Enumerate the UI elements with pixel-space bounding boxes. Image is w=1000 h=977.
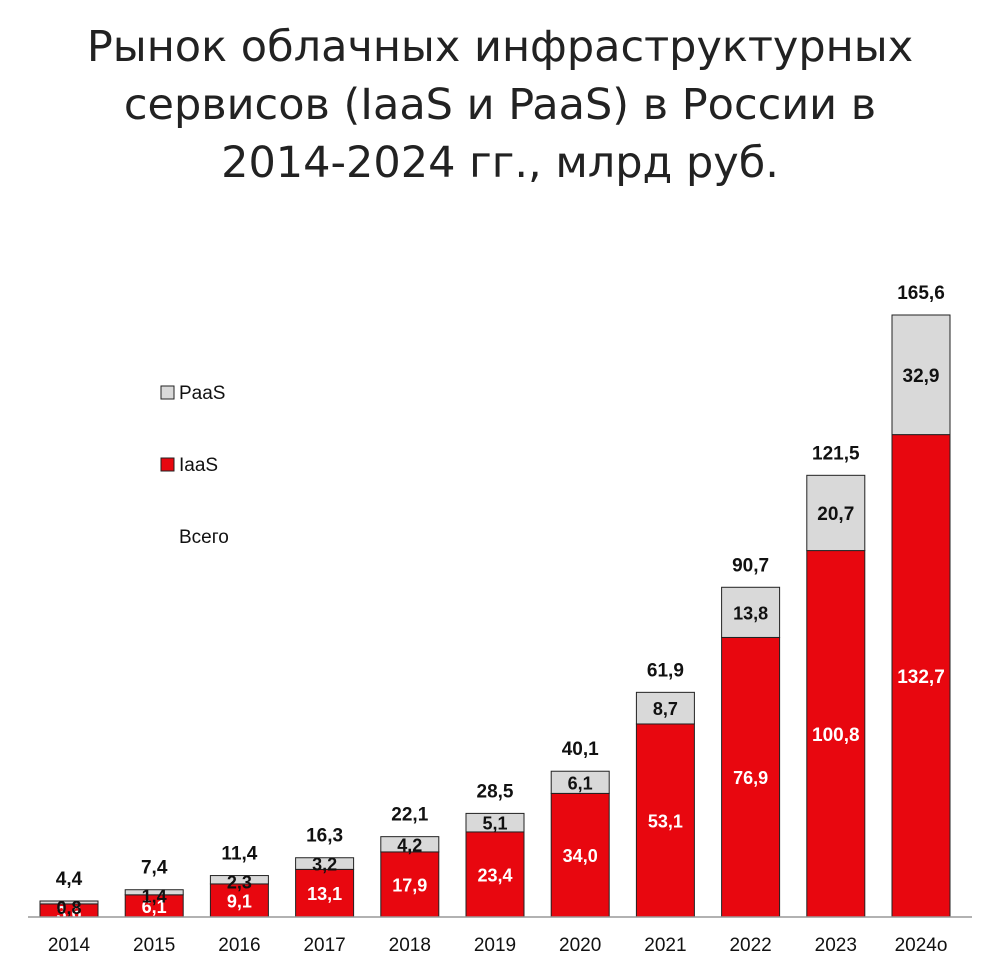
label-iaas-2014: 3,6 bbox=[56, 903, 81, 923]
label-paas-2016: 2,3 bbox=[227, 873, 252, 893]
bar-iaas-2024о bbox=[891, 434, 951, 918]
bar-paas-2019 bbox=[465, 812, 525, 833]
legend-label-total: Всего bbox=[179, 527, 229, 548]
bar-paas-2020 bbox=[550, 770, 610, 794]
bar-paas-2021 bbox=[635, 691, 695, 725]
label-iaas-2022: 76,9 bbox=[733, 768, 768, 788]
chart-title: Рынок облачных инфраструктурных сервисов… bbox=[0, 18, 1000, 192]
label-iaas-2017: 13,1 bbox=[307, 884, 342, 904]
label-iaas-2016: 9,1 bbox=[227, 891, 252, 911]
label-paas-2022: 13,8 bbox=[733, 603, 768, 623]
label-iaas-2018: 17,9 bbox=[392, 875, 427, 895]
tick-label-2016: 2016 bbox=[218, 935, 260, 956]
tick-label-2023: 2023 bbox=[815, 935, 857, 956]
tick-label-2014: 2014 bbox=[48, 935, 91, 956]
bar-iaas-2016 bbox=[209, 883, 269, 918]
bar-iaas-2020 bbox=[550, 792, 610, 918]
tick-label-2015: 2015 bbox=[133, 935, 175, 956]
bar-paas-2015 bbox=[124, 889, 184, 896]
label-paas-2015: 1,4 bbox=[142, 887, 167, 907]
label-paas-2014: 0,8 bbox=[56, 898, 81, 918]
tick-label-2018: 2018 bbox=[389, 935, 431, 956]
tick-label-2021: 2021 bbox=[644, 935, 686, 956]
label-paas-2021: 8,7 bbox=[653, 699, 678, 719]
legend: PaaS IaaS Всего bbox=[160, 383, 229, 548]
label-total-2022: 90,7 bbox=[732, 555, 769, 576]
label-total-2015: 7,4 bbox=[141, 858, 168, 879]
label-paas-2018: 4,2 bbox=[397, 835, 422, 855]
label-total-2017: 16,3 bbox=[306, 826, 343, 847]
label-iaas-2020: 34,0 bbox=[563, 846, 598, 866]
label-total-2014: 4,4 bbox=[56, 869, 83, 890]
label-total-2021: 61,9 bbox=[647, 660, 684, 681]
bar-iaas-2017 bbox=[295, 868, 355, 918]
label-paas-2020: 6,1 bbox=[568, 773, 593, 793]
legend-label-iaas: IaaS bbox=[179, 455, 218, 476]
label-total-2019: 28,5 bbox=[477, 781, 514, 802]
label-iaas-2021: 53,1 bbox=[648, 811, 683, 831]
bar-paas-2016 bbox=[209, 875, 269, 885]
title-line-3: 2014-2024 гг., млрд руб. bbox=[221, 138, 779, 188]
label-paas-2023: 20,7 bbox=[817, 504, 854, 525]
label-total-2016: 11,4 bbox=[221, 844, 257, 865]
label-total-2024о: 165,6 bbox=[897, 283, 945, 304]
bar-paas-2024о bbox=[891, 314, 951, 436]
tick-label-2022: 2022 bbox=[729, 935, 771, 956]
label-total-2023: 121,5 bbox=[812, 443, 860, 464]
bar-paas-2014 bbox=[39, 900, 99, 905]
label-total-2018: 22,1 bbox=[391, 805, 428, 826]
legend-label-paas: PaaS bbox=[179, 383, 225, 404]
bar-iaas-2021 bbox=[635, 723, 695, 918]
x-axis-ticks: 2014 2015 2016 2017 2018 2019 2020 2021 2022 2023… bbox=[48, 935, 948, 956]
label-paas-2017: 3,2 bbox=[312, 855, 337, 875]
bar-paas-2017 bbox=[295, 857, 355, 870]
label-paas-2024о: 32,9 bbox=[903, 366, 940, 387]
bar-paas-2022 bbox=[721, 586, 781, 638]
title-line-1: Рынок облачных инфраструктурных bbox=[86, 22, 914, 72]
title-line-2: сервисов (IaaS и PaaS) в России в bbox=[123, 80, 877, 130]
bar-paas-2018 bbox=[380, 836, 440, 853]
tick-label-2020: 2020 bbox=[559, 935, 601, 956]
tick-label-2017: 2017 bbox=[303, 935, 345, 956]
label-iaas-2015: 6,1 bbox=[142, 897, 167, 917]
label-iaas-2023: 100,8 bbox=[812, 725, 860, 746]
label-total-2020: 40,1 bbox=[562, 739, 599, 760]
tick-label-2019: 2019 bbox=[474, 935, 516, 956]
label-iaas-2019: 23,4 bbox=[477, 865, 512, 885]
label-iaas-2024о: 132,7 bbox=[897, 667, 945, 688]
tick-label-2024о: 2024о bbox=[895, 935, 948, 956]
label-paas-2019: 5,1 bbox=[482, 814, 507, 834]
bar-paas-2023 bbox=[806, 474, 866, 552]
legend-swatch-iaas bbox=[160, 457, 175, 472]
legend-swatch-paas bbox=[160, 385, 175, 400]
bars: 3,60,84,46,11,47,49,12,311,413,13,216,31… bbox=[39, 283, 951, 923]
